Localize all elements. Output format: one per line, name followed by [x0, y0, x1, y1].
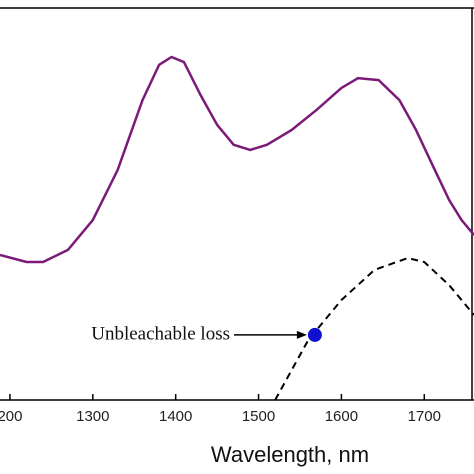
point: [307, 327, 322, 342]
line: [0, 55, 474, 264]
x-tick-label: 1600: [325, 408, 358, 425]
x-tick-label: 1500: [242, 408, 275, 425]
x-tick-label: 1700: [408, 408, 441, 425]
x-tick-label: 200: [0, 408, 22, 425]
x-axis-label: Wavelength, nm: [211, 442, 369, 467]
annotation: Unbleachable loss: [91, 323, 230, 344]
line: [274, 257, 474, 401]
x-tick-label: 1300: [76, 408, 109, 425]
x-tick-label: 1400: [159, 408, 192, 425]
arrow-head: [296, 330, 307, 339]
